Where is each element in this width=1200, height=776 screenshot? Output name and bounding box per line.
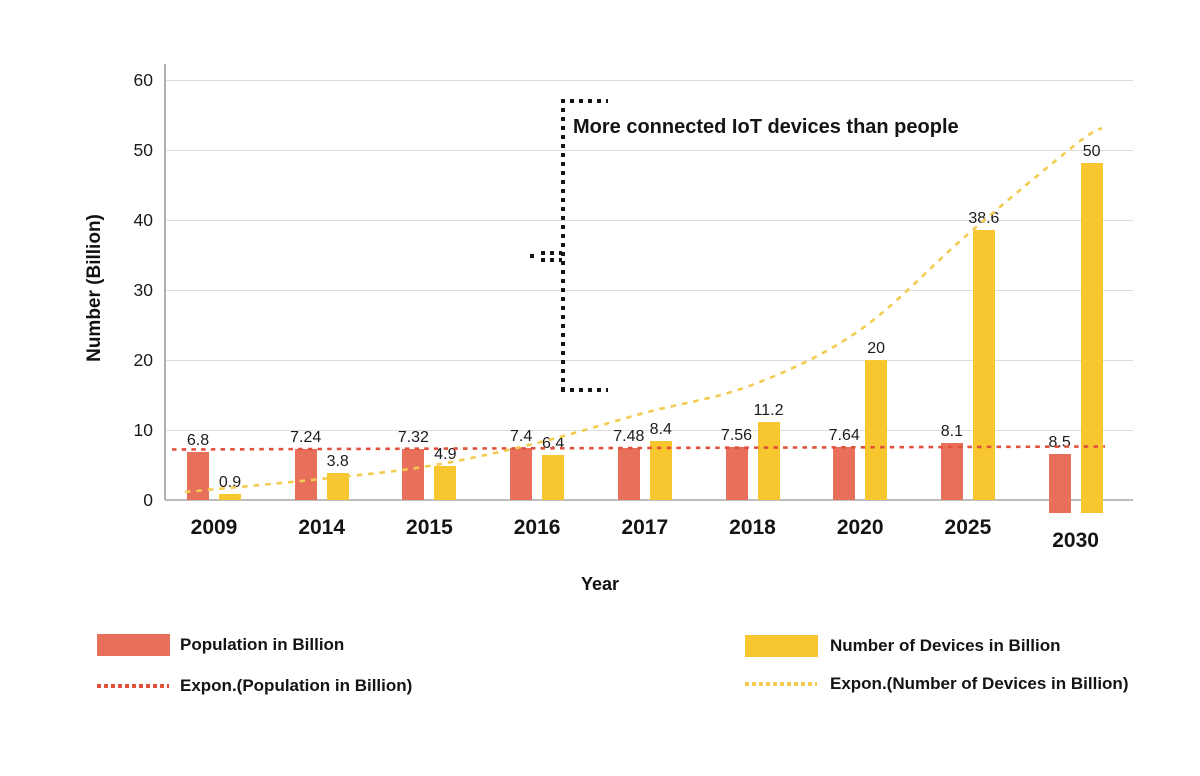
bar-value-label: 6.4 [541, 435, 565, 453]
bar-value-label: 7.32 [397, 428, 429, 446]
bar-value-label: 11.2 [753, 401, 784, 419]
legend-label-devices-trend: Expon.(Number of Devices in Billion) [830, 674, 1129, 693]
legend-swatch-population [97, 634, 170, 656]
legend: Population in Billion Expon.(Population … [0, 620, 1200, 730]
x-tick-label: 2009 [190, 516, 238, 539]
bar-value-label: 50 [1082, 143, 1101, 160]
x-axis-line [165, 499, 1133, 501]
legend-swatch-devices [745, 635, 818, 657]
annotation-text: More connected IoT devices than people [573, 116, 959, 138]
bar-devices [219, 493, 241, 500]
x-tick-label: 2017 [621, 516, 669, 539]
bar-population [510, 448, 533, 500]
annotation-bracket-top [561, 99, 608, 103]
bar-devices [434, 465, 457, 500]
annotation-bracket-arrow-dot [530, 254, 534, 258]
annotation-bracket-arrow-top [541, 251, 562, 255]
bar-value-label: 7.24 [290, 429, 322, 447]
bar-population [833, 446, 856, 500]
annotation-bracket-vertical [561, 99, 565, 392]
x-axis-title: Year [580, 574, 620, 594]
annotation-bracket-arrow-bottom [541, 258, 562, 262]
y-tick-label: 40 [133, 210, 153, 230]
gridline [165, 80, 1133, 81]
bar-devices [972, 229, 995, 500]
bar-devices [542, 455, 565, 500]
bar-value-label: 38.6 [968, 209, 1000, 227]
y-tick-label: 20 [133, 350, 153, 370]
x-tick-label: 2018 [729, 516, 776, 539]
x-tick-label: 2025 [944, 516, 992, 539]
bar-value-label: 20 [867, 340, 886, 357]
bar-population [940, 443, 963, 500]
bar-value-label: 4.9 [434, 445, 457, 463]
bar-population [1048, 453, 1071, 513]
bar-devices [326, 473, 349, 500]
y-tick-label: 50 [133, 140, 153, 160]
y-tick-label: 60 [133, 70, 153, 90]
x-tick-label: 2016 [513, 516, 561, 539]
annotation-bracket-bottom [561, 388, 608, 392]
bar-devices [757, 421, 780, 500]
legend-swatch-devices-trend [745, 682, 817, 686]
x-tick-label: 2020 [836, 516, 884, 539]
bar-population [725, 447, 748, 500]
bar-devices [649, 441, 672, 500]
y-tick-label: 30 [133, 280, 153, 300]
bar-value-label: 8.4 [649, 421, 672, 439]
bar-population [617, 447, 640, 500]
bar-devices [1080, 163, 1103, 513]
bar-value-label: 3.8 [326, 453, 349, 471]
bar-devices [865, 360, 888, 500]
x-tick-label: 2030 [1052, 529, 1099, 552]
x-tick-label: 2014 [298, 516, 346, 539]
legend-label-devices: Number of Devices in Billion [830, 636, 1061, 655]
y-tick-label: 0 [143, 490, 153, 510]
legend-label-population: Population in Billion [180, 635, 345, 654]
legend-label-population-trend: Expon.(Population in Billion) [180, 676, 413, 695]
bar-value-label: 0.9 [218, 473, 242, 491]
legend-swatch-population-trend [97, 684, 169, 688]
y-tick-label: 10 [133, 420, 153, 440]
x-tick-label: 2015 [406, 516, 453, 539]
y-axis-line [164, 64, 166, 500]
bar-value-label: 6.8 [186, 432, 210, 450]
gridline [165, 150, 1133, 151]
